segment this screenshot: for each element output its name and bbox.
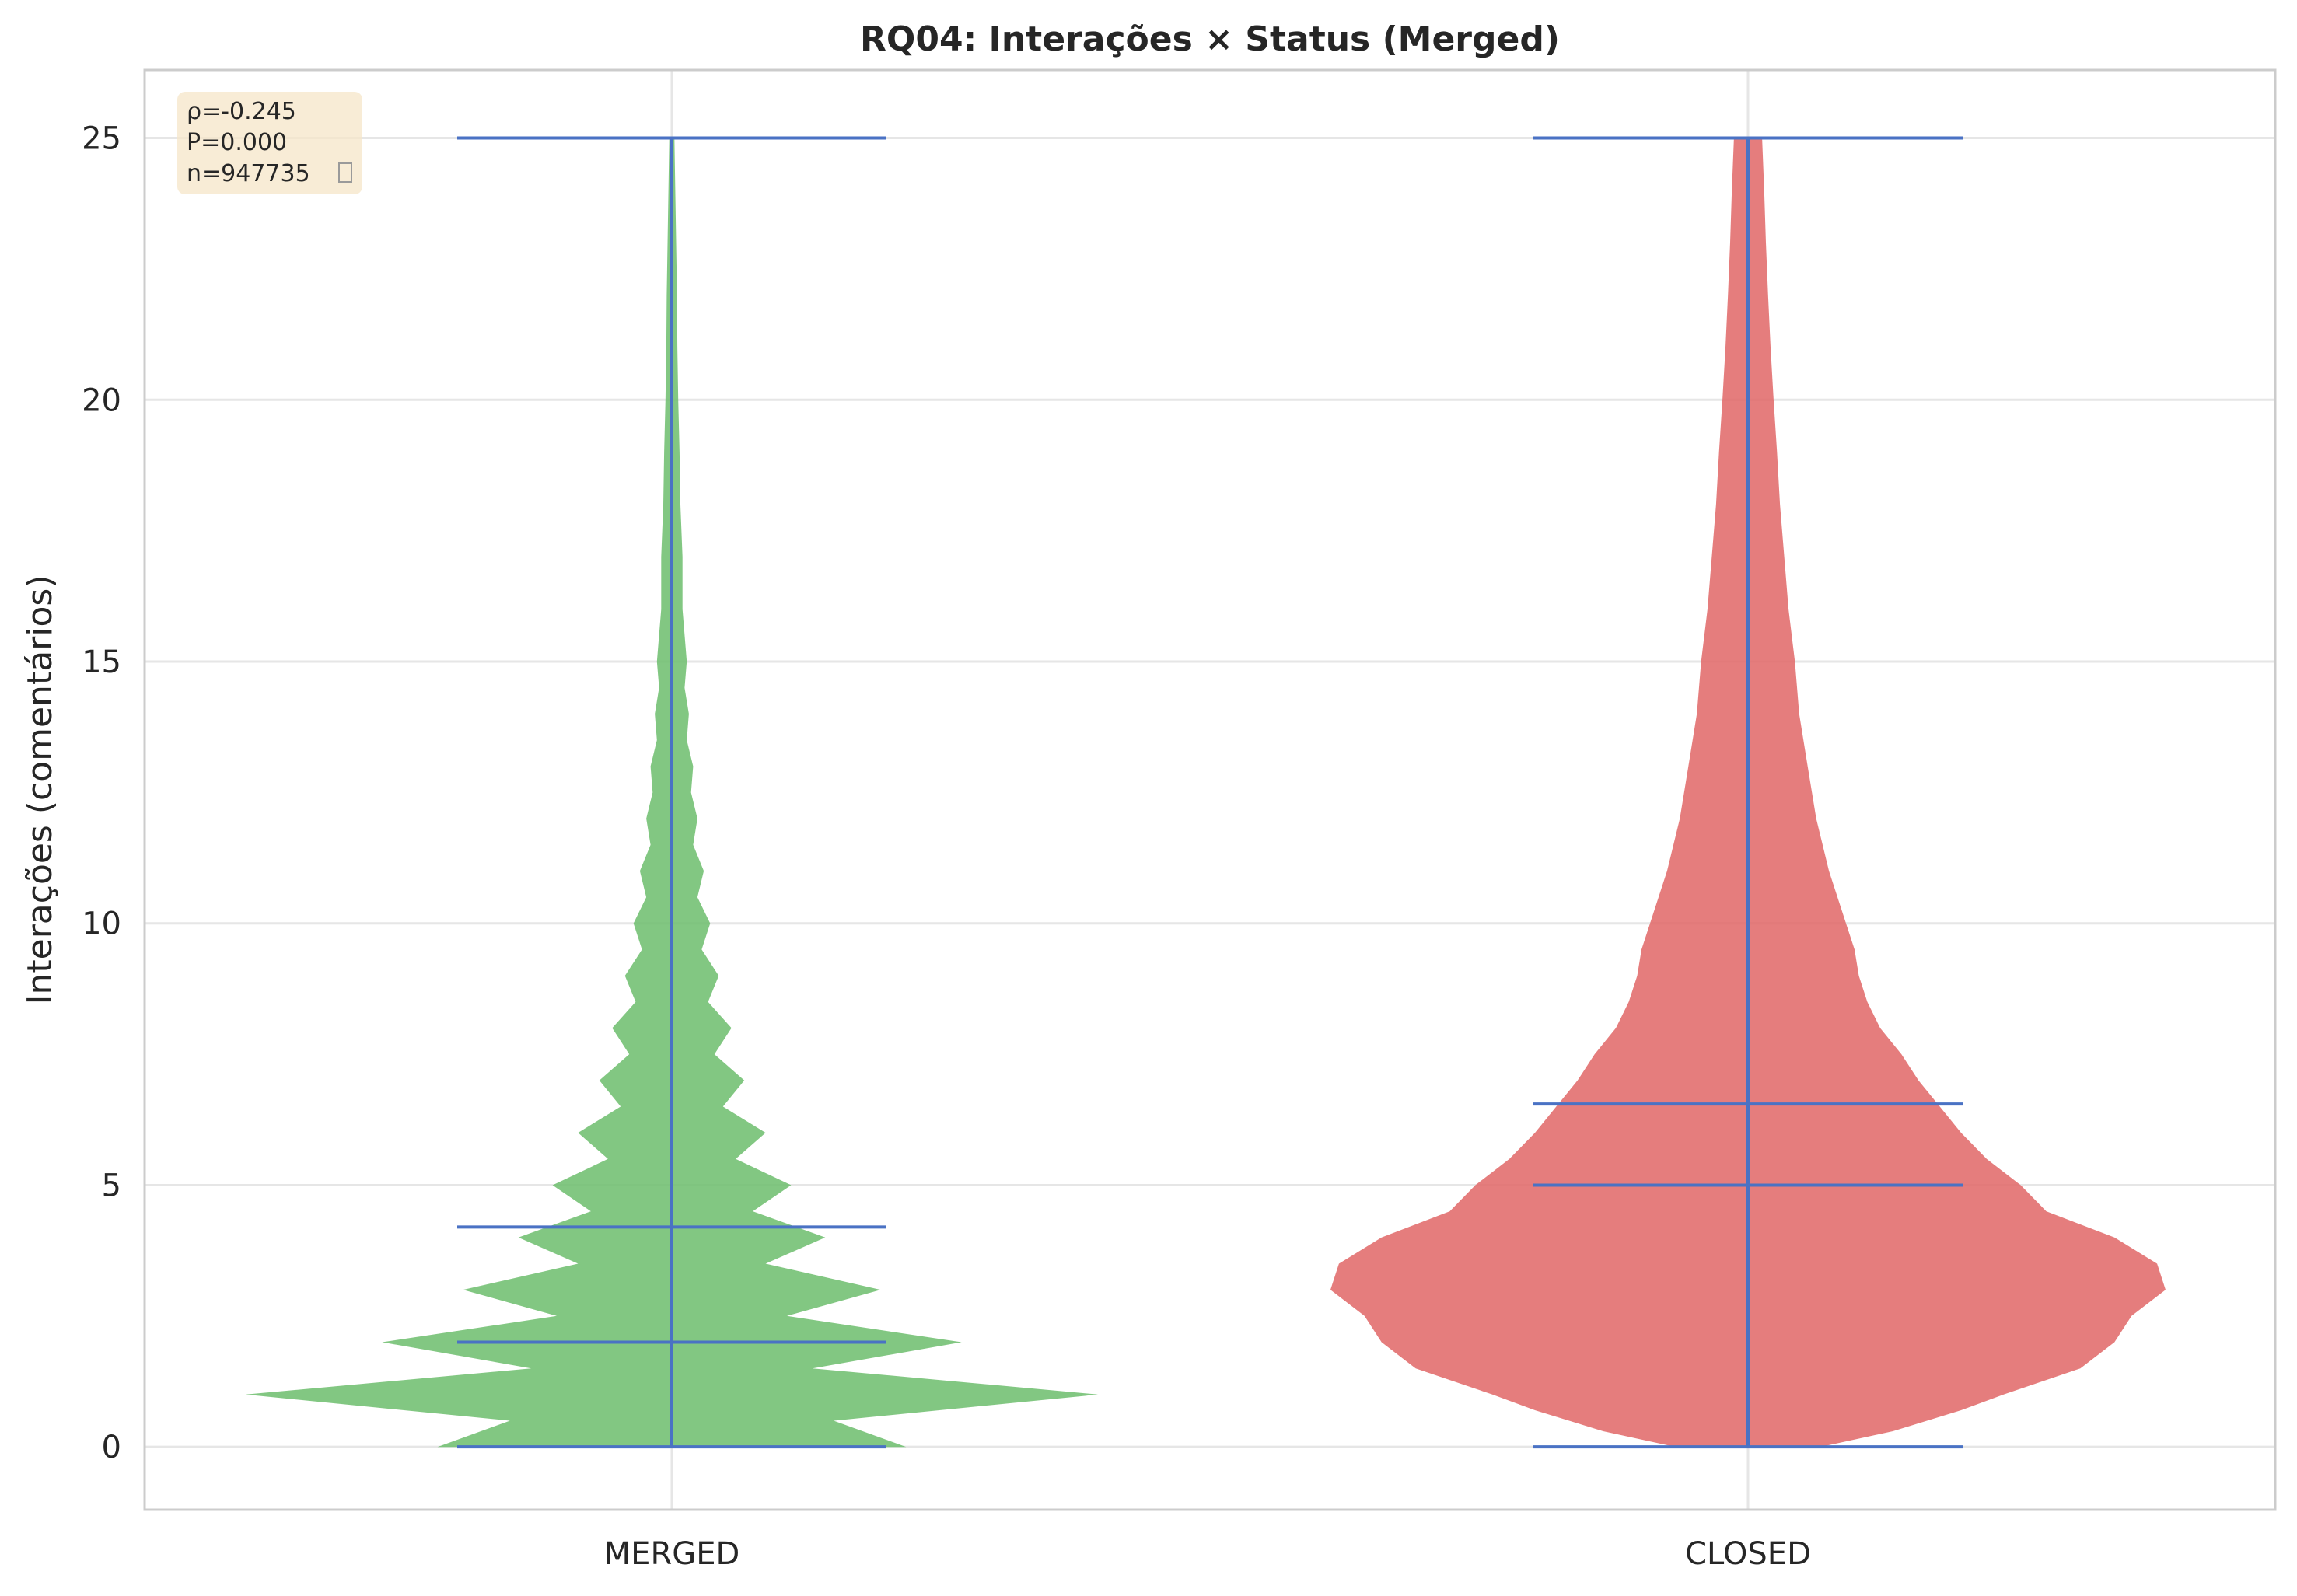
stats-rho: ρ=-0.245: [187, 98, 296, 125]
y-axis-ticks: 0 5 10 15 20 25: [82, 121, 121, 1466]
chart-title: RQ04: Interações × Status (Merged): [860, 19, 1560, 59]
y-axis-title: Interações (comentários): [20, 575, 60, 1005]
y-tick-label: 0: [102, 1430, 121, 1465]
stats-n: n=947735: [187, 160, 310, 187]
stats-p-value: P=0.000: [187, 129, 287, 156]
x-axis-ticks: MERGED CLOSED: [604, 1536, 1811, 1572]
stats-annotation-box: ρ=-0.245 P=0.000 n=947735: [177, 92, 362, 194]
y-tick-label: 20: [82, 382, 121, 418]
y-tick-label: 5: [102, 1168, 121, 1203]
x-tick-label-merged: MERGED: [604, 1536, 740, 1572]
y-tick-label: 15: [82, 644, 121, 680]
missing-glyph-box: [338, 162, 352, 183]
y-tick-label: 10: [82, 906, 121, 942]
plot-area-frame: [143, 68, 2277, 1511]
stat-lines: [457, 136, 1963, 1449]
stats-box-background: [177, 92, 362, 194]
violins: [246, 138, 2166, 1448]
x-tick-label-closed: CLOSED: [1685, 1536, 1811, 1572]
y-tick-label: 25: [82, 121, 121, 157]
